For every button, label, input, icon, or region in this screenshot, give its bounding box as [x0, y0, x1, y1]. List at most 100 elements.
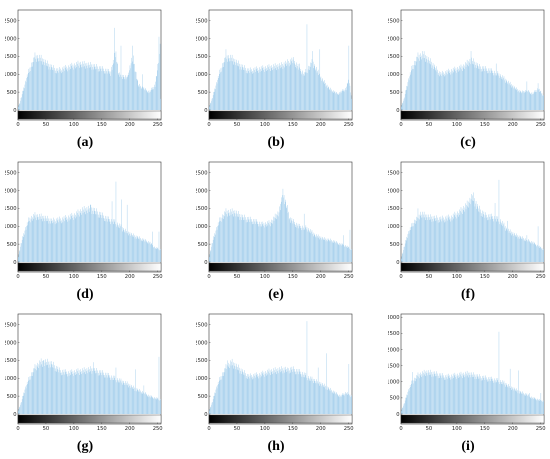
x-tick-label: 100 [260, 122, 270, 128]
grayscale-colorbar [208, 262, 353, 272]
histogram-bars [18, 27, 161, 111]
x-tick-label: 200 [125, 274, 135, 280]
y-tick-label: 0 [204, 260, 207, 266]
x-tick-label: 0 [207, 122, 210, 128]
y-tick-label: 1000 [388, 224, 400, 230]
x-tick-label: 100 [260, 274, 270, 280]
x-tick-label: 50 [234, 122, 241, 128]
x-tick-label: 0 [399, 426, 402, 432]
x-tick-label: 0 [207, 426, 210, 432]
histogram-bars [401, 51, 544, 110]
plot-frame [208, 313, 353, 425]
histogram-bars [401, 331, 544, 414]
x-tick-label: 200 [316, 122, 326, 128]
x-tick-label: 200 [508, 122, 518, 128]
panel-caption: (f) [461, 287, 475, 302]
y-tick-label: 2500 [196, 171, 208, 177]
histogram-chart: 0 500 1000 1500 2000 2500 0 50 100 150 200 250 [5, 161, 163, 280]
y-tick-label: 1000 [388, 380, 400, 386]
y-tick-label: 1500 [196, 206, 208, 212]
x-tick-label: 50 [426, 122, 433, 128]
x-tick-label: 0 [399, 274, 402, 280]
y-tick-label: 0 [204, 108, 207, 114]
x-tick-label: 100 [69, 274, 79, 280]
x-tick-label: 50 [43, 122, 50, 128]
y-tick-label: 0 [13, 260, 16, 266]
y-tick-label: 2000 [5, 36, 17, 42]
panel-caption: (c) [460, 135, 476, 150]
y-tick-label: 2500 [196, 323, 208, 329]
y-tick-label: 500 [7, 394, 17, 400]
x-tick-label: 150 [288, 274, 298, 280]
x-tick-label: 50 [426, 426, 433, 432]
histogram-panel: 0 500 1000 1500 2000 2500 3000 0 50 100 150 200 250 (… [388, 308, 548, 458]
y-tick-label: 1000 [196, 72, 208, 78]
histogram-panel: 0 500 1000 1500 2000 2500 0 50 100 150 200 250 (e) [196, 156, 356, 306]
plot-frame [17, 161, 162, 273]
plot-frame [400, 313, 545, 425]
y-tick-label: 500 [7, 90, 17, 96]
x-tick-label: 0 [207, 274, 210, 280]
y-tick-label: 2000 [5, 188, 17, 194]
histogram-panel: 0 500 1000 1500 2000 2500 0 50 100 150 200 250 (b) [196, 4, 356, 154]
y-tick-label: 500 [390, 242, 400, 248]
x-tick-label: 250 [344, 426, 354, 432]
y-tick-label: 500 [198, 394, 208, 400]
x-tick-label: 150 [480, 426, 490, 432]
y-tick-label: 0 [396, 412, 399, 418]
panel-caption: (h) [267, 439, 285, 454]
x-tick-label: 50 [426, 274, 433, 280]
histogram-panel: 0 500 1000 1500 2000 2500 0 50 100 150 200 250 (a) [5, 4, 165, 154]
x-tick-label: 100 [69, 122, 79, 128]
plot-frame [208, 161, 353, 273]
x-tick-label: 50 [234, 274, 241, 280]
grayscale-colorbar [208, 110, 353, 120]
x-tick-label: 100 [452, 274, 462, 280]
x-tick-label: 150 [480, 122, 490, 128]
grayscale-colorbar [400, 414, 545, 424]
panel-caption: (g) [76, 439, 94, 454]
histogram-bars [18, 356, 161, 415]
histogram-panel: 0 500 1000 1500 2000 2500 0 50 100 150 200 250 (f) [388, 156, 548, 306]
y-tick-label: 1500 [5, 54, 17, 60]
x-tick-label: 250 [536, 274, 546, 280]
y-tick-label: 0 [396, 260, 399, 266]
x-tick-label: 100 [452, 122, 462, 128]
histogram-chart: 0 500 1000 1500 2000 2500 0 50 100 150 200 250 [5, 9, 163, 128]
y-tick-label: 1000 [196, 376, 208, 382]
y-tick-label: 2000 [388, 36, 400, 42]
x-tick-label: 50 [43, 274, 50, 280]
panel-caption: (e) [268, 287, 284, 302]
plot-frame [17, 9, 162, 121]
x-tick-label: 50 [234, 426, 241, 432]
x-tick-label: 200 [508, 426, 518, 432]
y-tick-label: 2000 [196, 36, 208, 42]
x-tick-label: 200 [508, 274, 518, 280]
y-tick-label: 2500 [5, 323, 17, 329]
histogram-panel: 0 500 1000 1500 2000 2500 0 50 100 150 200 250 (g) [5, 308, 165, 458]
y-tick-label: 2500 [5, 171, 17, 177]
x-tick-label: 150 [480, 274, 490, 280]
panel-caption: (b) [267, 135, 285, 150]
x-tick-label: 250 [536, 122, 546, 128]
y-tick-label: 0 [13, 412, 16, 418]
x-tick-label: 250 [344, 274, 354, 280]
grayscale-colorbar [400, 110, 545, 120]
histogram-bars [209, 24, 352, 111]
histogram-bars [209, 188, 352, 263]
y-tick-label: 2000 [388, 347, 400, 353]
panel-caption: (d) [76, 287, 94, 302]
grayscale-colorbar [208, 414, 353, 424]
x-tick-label: 250 [153, 122, 163, 128]
x-tick-label: 150 [97, 274, 107, 280]
x-tick-label: 150 [97, 122, 107, 128]
y-tick-label: 1500 [388, 363, 400, 369]
y-tick-label: 1000 [5, 72, 17, 78]
histogram-chart: 0 500 1000 1500 2000 2500 0 50 100 150 200 250 [196, 9, 354, 128]
x-tick-label: 250 [153, 274, 163, 280]
y-tick-label: 1500 [196, 358, 208, 364]
plot-frame [17, 313, 162, 425]
y-tick-label: 500 [390, 90, 400, 96]
x-tick-label: 100 [260, 426, 270, 432]
y-tick-label: 2500 [5, 19, 17, 25]
